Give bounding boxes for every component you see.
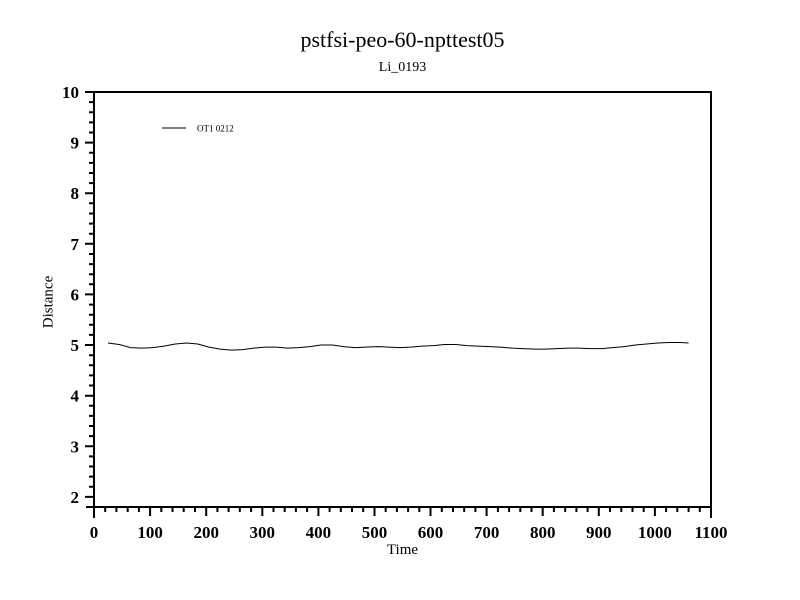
- x-tick-label: 200: [193, 523, 219, 542]
- x-tick-label: 0: [90, 523, 99, 542]
- plot-frame: [86, 91, 712, 518]
- x-tick-label: 900: [586, 523, 612, 542]
- y-tick-label: 9: [71, 134, 80, 153]
- x-tick-label: 400: [306, 523, 332, 542]
- x-tick-label: 500: [362, 523, 388, 542]
- y-tick-label: 2: [71, 488, 80, 507]
- legend-label: OT1 0212: [197, 124, 234, 134]
- y-tick-label: 5: [71, 336, 80, 355]
- y-tick-label: 10: [62, 83, 79, 102]
- x-tick-label: 300: [250, 523, 276, 542]
- axis-ticks: [85, 91, 712, 516]
- x-axis-label: Time: [386, 542, 419, 558]
- x-tick-label: 100: [137, 523, 163, 542]
- x-tick-label: 1000: [638, 523, 672, 542]
- chart-title: pstfsi-peo-60-npttest05: [300, 27, 505, 52]
- x-tick-label: 600: [418, 523, 444, 542]
- y-tick-label: 4: [71, 387, 80, 406]
- y-tick-label: 6: [71, 285, 80, 304]
- chart-subtitle: Li_0193: [378, 60, 427, 75]
- y-tick-label: 8: [71, 184, 80, 203]
- y-tick-label: 3: [71, 437, 80, 456]
- x-tick-label: 800: [530, 523, 556, 542]
- x-tick-label: 1100: [694, 523, 727, 542]
- x-tick-label: 700: [474, 523, 500, 542]
- series-line: [107, 342, 689, 351]
- y-tick-label: 7: [71, 235, 80, 254]
